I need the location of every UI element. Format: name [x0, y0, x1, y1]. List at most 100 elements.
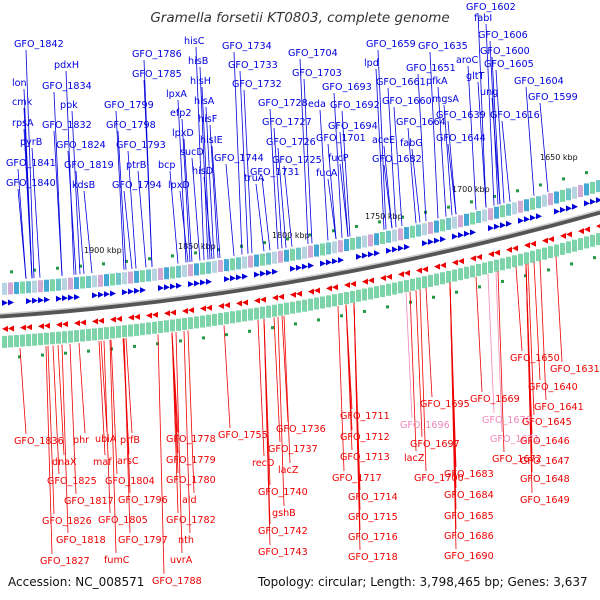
- reverse-gene-arrow: [350, 280, 356, 287]
- reverse-leader-line: [533, 262, 541, 381]
- forward-feature-band: [578, 185, 583, 198]
- gene-label: GFO_1695: [420, 399, 470, 410]
- forward-feature-band: [2, 282, 7, 295]
- feature-rings: [2, 171, 600, 359]
- gc-marker: [493, 194, 496, 198]
- gene-label: GFO_1725: [272, 155, 322, 166]
- forward-leader-line: [243, 89, 253, 254]
- gene-label: GFO_1686: [444, 531, 494, 542]
- reverse-leader-line: [52, 345, 60, 475]
- reverse-leader-line: [263, 319, 271, 546]
- forward-feature-band: [524, 199, 529, 212]
- forward-feature-band: [278, 250, 283, 263]
- gene-label: lpxD: [168, 180, 190, 191]
- reverse-feature-band: [560, 242, 565, 255]
- gene-label: GFO_1616: [490, 110, 540, 121]
- forward-feature-band: [356, 236, 361, 249]
- leader-lines: [17, 12, 563, 575]
- gene-label: GFO_1701: [316, 133, 366, 144]
- gene-label: GFO_1788: [152, 576, 202, 587]
- gc-marker: [332, 229, 335, 233]
- reverse-feature-band: [266, 305, 271, 318]
- forward-leader-line: [429, 51, 439, 219]
- forward-feature-band: [92, 275, 97, 288]
- gene-label: GFO_1817: [64, 496, 114, 507]
- forward-gene-arrow: [518, 217, 524, 224]
- forward-leader-line: [143, 79, 153, 267]
- forward-gene-arrow: [428, 238, 434, 245]
- reverse-leader-line: [277, 316, 285, 507]
- gc-marker: [539, 183, 542, 187]
- tick-label: 1900 kbp: [84, 246, 122, 255]
- forward-gene-arrow: [386, 247, 392, 254]
- gene-label: GFO_1728: [258, 98, 308, 109]
- forward-gene-arrow: [38, 297, 44, 304]
- forward-gene-arrow: [8, 299, 14, 306]
- reverse-leader-line: [539, 260, 547, 401]
- gene-label: GFO_1606: [478, 30, 528, 41]
- forward-leader-line: [75, 170, 85, 274]
- reverse-feature-band: [56, 331, 61, 344]
- gene-label: gltT: [466, 71, 485, 82]
- forward-feature-band: [14, 282, 19, 295]
- forward-gene-arrow: [74, 294, 80, 301]
- reverse-feature-band: [446, 270, 451, 283]
- reverse-feature-band: [98, 327, 103, 340]
- gc-marker: [41, 353, 44, 357]
- reverse-gene-arrow: [38, 323, 44, 330]
- gene-label: GFO_1671: [490, 434, 540, 445]
- gc-marker: [294, 322, 297, 326]
- forward-leader-line: [239, 70, 249, 254]
- reverse-gene-arrow: [8, 325, 14, 332]
- reverse-gene-arrow: [290, 291, 296, 298]
- reverse-gene-arrow: [368, 277, 374, 284]
- forward-leader-line: [83, 190, 93, 274]
- gene-label: GFO_1825: [47, 476, 97, 487]
- reverse-feature-band: [194, 316, 199, 329]
- forward-feature-band: [260, 253, 265, 266]
- gene-label: GFO_1780: [166, 475, 216, 486]
- reverse-leader-line: [525, 264, 533, 494]
- forward-feature-band: [386, 230, 391, 243]
- gc-marker: [87, 349, 90, 353]
- reverse-leader-line: [157, 334, 165, 575]
- reverse-gene-arrow: [98, 317, 104, 324]
- gene-label: pyrB: [20, 137, 42, 148]
- forward-leader-line: [199, 66, 209, 260]
- reverse-gene-arrow: [188, 307, 194, 314]
- reverse-gene-arrow: [110, 316, 116, 323]
- gene-label: GFO_1744: [214, 153, 264, 164]
- forward-leader-line: [201, 86, 211, 260]
- reverse-feature-band: [398, 281, 403, 294]
- forward-leader-line: [407, 127, 417, 224]
- gene-label: GFO_1826: [42, 516, 92, 527]
- gene-label: GFO_1782: [166, 515, 216, 526]
- forward-gene-arrow: [290, 265, 296, 272]
- forward-feature-band: [20, 281, 25, 294]
- reverse-feature-band: [254, 307, 259, 320]
- forward-gene-arrow: [224, 276, 230, 283]
- forward-leader-line: [341, 110, 351, 237]
- forward-leader-line: [195, 46, 205, 261]
- reverse-leader-line: [69, 343, 77, 495]
- reverse-feature-band: [212, 313, 217, 326]
- forward-leader-line: [261, 177, 271, 251]
- forward-gene-arrow: [98, 291, 104, 298]
- reverse-leader-line: [555, 256, 563, 363]
- gene-label: GFO_1682: [372, 154, 422, 165]
- gc-marker: [202, 336, 205, 340]
- map-title: Gramella forsetii KT0803, complete genom…: [150, 10, 449, 26]
- reverse-leader-line: [187, 330, 195, 494]
- reverse-feature-band: [548, 246, 553, 259]
- reverse-feature-band: [374, 286, 379, 299]
- gc-marker: [501, 279, 504, 283]
- reverse-gene-arrow: [62, 321, 68, 328]
- reverse-leader-line: [109, 339, 117, 554]
- forward-leader-line: [339, 131, 349, 237]
- reverse-feature-band: [260, 306, 265, 319]
- tick-label: 1850 kbp: [178, 242, 216, 251]
- forward-feature-band: [80, 276, 85, 289]
- reverse-feature-band: [542, 247, 547, 260]
- reverse-feature-band: [284, 302, 289, 315]
